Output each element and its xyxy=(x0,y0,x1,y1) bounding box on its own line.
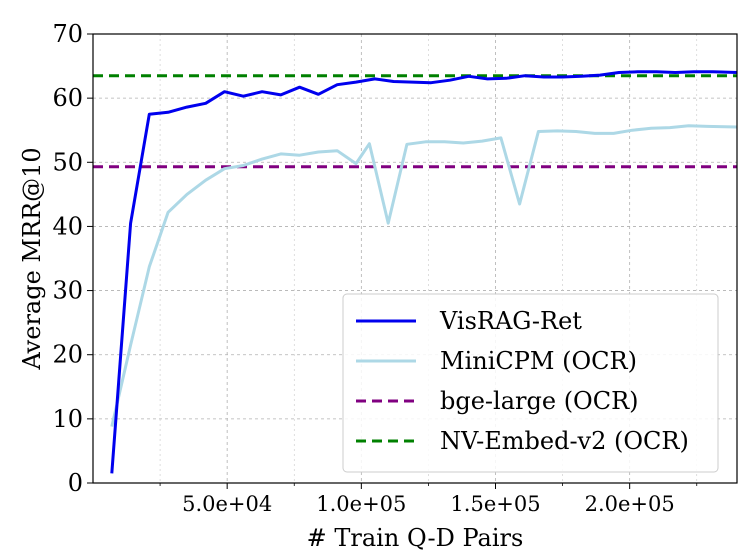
legend-label: bge-large (OCR) xyxy=(440,387,639,415)
x-axis-label: # Train Q-D Pairs xyxy=(307,524,524,552)
y-axis-label: Average MRR@10 xyxy=(18,147,46,370)
ticks-layer: 0 10 20 30 40 50 60 70 5.0e+04 1.0e+05 1.5e+05 2.0e… xyxy=(52,20,698,516)
legend-box xyxy=(342,293,719,473)
x-tick-label: 1.5e+05 xyxy=(450,492,540,516)
y-tick-label: 30 xyxy=(52,277,83,305)
x-tick-label: 5.0e+04 xyxy=(182,492,272,516)
plot-frame xyxy=(92,33,738,484)
series-line-visrag-ret xyxy=(110,70,738,474)
legend: VisRAG-Ret MiniCPM (OCR) bge-large (OCR) NV… xyxy=(342,293,719,473)
x-tick-label: 2.0e+05 xyxy=(585,492,675,516)
legend-label: VisRAG-Ret xyxy=(439,307,582,335)
series-line-minicpm-ocr xyxy=(110,124,738,427)
legend-label: NV-Embed-v2 (OCR) xyxy=(440,427,689,455)
legend-label: MiniCPM (OCR) xyxy=(440,347,637,375)
y-tick-label: 20 xyxy=(52,341,83,369)
y-tick-label: 10 xyxy=(52,405,83,433)
y-tick-label: 60 xyxy=(52,84,83,112)
y-tick-label: 50 xyxy=(52,148,83,176)
series-layer xyxy=(93,70,738,474)
y-tick-label: 70 xyxy=(52,20,83,48)
x-tick-label: 1.0e+05 xyxy=(316,492,406,516)
y-tick-label: 40 xyxy=(52,212,83,240)
y-tick-label: 0 xyxy=(68,469,83,497)
